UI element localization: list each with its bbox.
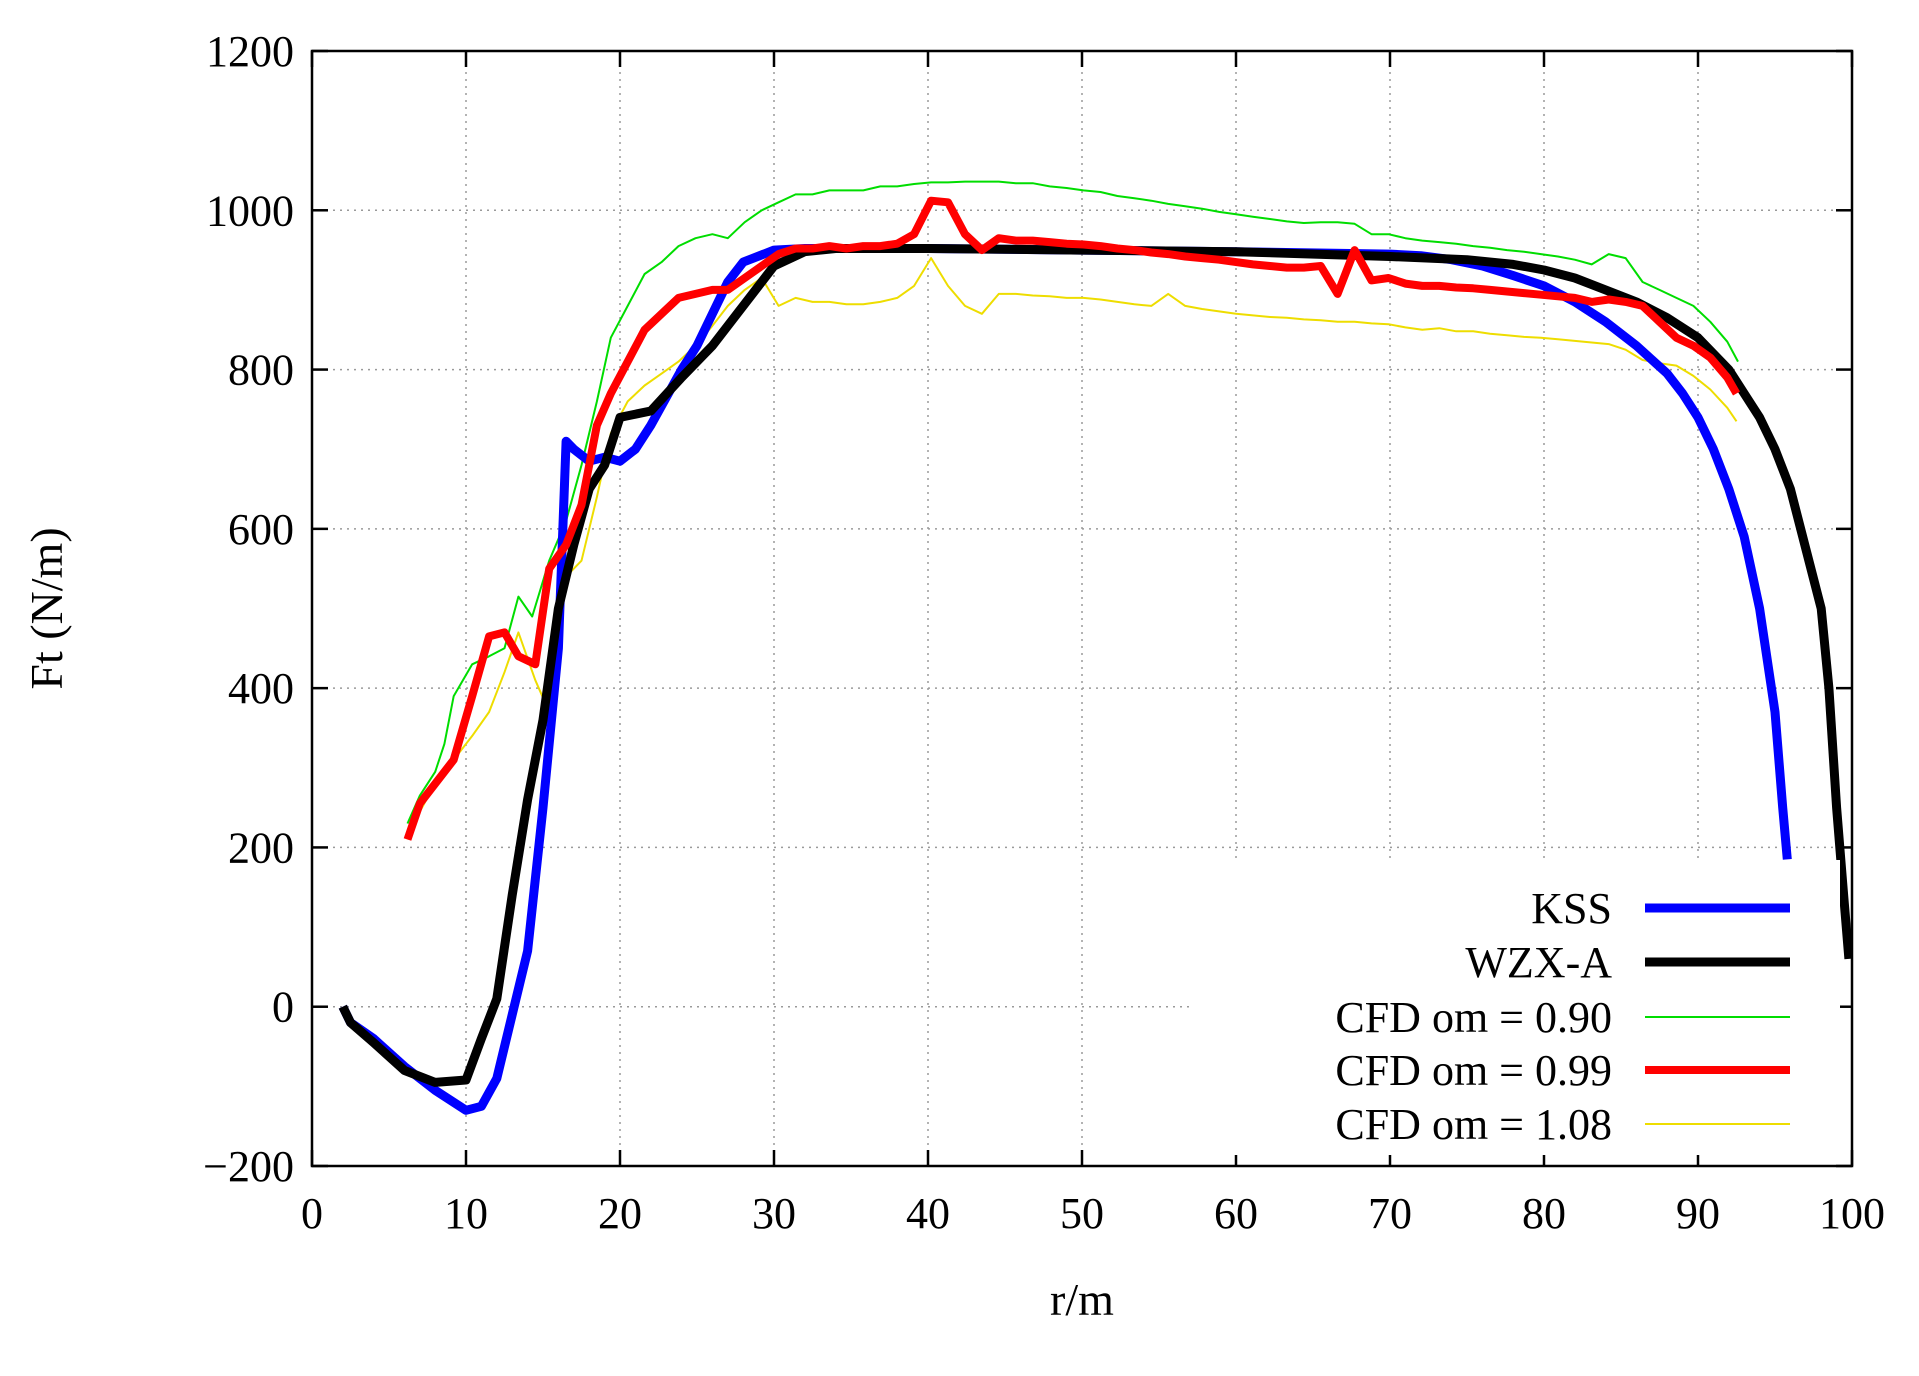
y-tick-labels: −200 0 200 400 600 800 1000 1200 — [203, 27, 294, 1191]
legend-label: CFD om = 0.90 — [1335, 993, 1612, 1042]
y-tick-label: 600 — [228, 505, 294, 554]
x-tick-label: 10 — [444, 1189, 488, 1238]
x-tick-label: 40 — [906, 1189, 950, 1238]
x-tick-label: 0 — [301, 1189, 323, 1238]
x-tick-label: 70 — [1368, 1189, 1412, 1238]
legend-label: KSS — [1531, 884, 1612, 933]
y-tick-label: 200 — [228, 823, 294, 872]
y-tick-label: 1200 — [206, 27, 294, 76]
legend-label: CFD om = 1.08 — [1335, 1100, 1612, 1149]
x-axis-title: r/m — [1050, 1274, 1114, 1325]
series-layer — [338, 180, 1852, 1115]
y-axis-title: Ft (N/m) — [21, 527, 72, 689]
x-tick-labels: 0 10 20 30 40 50 60 70 80 90 100 — [301, 1189, 1885, 1238]
x-tick-label: 90 — [1676, 1189, 1720, 1238]
y-tick-label: 800 — [228, 346, 294, 395]
x-tick-label: 60 — [1214, 1189, 1258, 1238]
x-tick-label: 50 — [1060, 1189, 1104, 1238]
series-line-kss — [338, 244, 1792, 1115]
series-line-cfd-om-0-99 — [403, 196, 1740, 841]
y-tick-label: −200 — [203, 1142, 294, 1191]
y-tick-label: 0 — [272, 983, 294, 1032]
legend-label: WZX-A — [1465, 938, 1612, 987]
x-tick-label: 100 — [1819, 1189, 1885, 1238]
x-tick-label: 20 — [598, 1189, 642, 1238]
grid-lines — [312, 51, 1852, 1166]
y-tick-label: 400 — [228, 664, 294, 713]
series-line-cfd-om-0-90 — [406, 180, 1739, 824]
legend-label: CFD om = 0.99 — [1335, 1046, 1612, 1095]
x-tick-label: 80 — [1522, 1189, 1566, 1238]
y-tick-label: 1000 — [206, 186, 294, 235]
axis-ticks — [310, 49, 1854, 1168]
x-tick-label: 30 — [752, 1189, 796, 1238]
